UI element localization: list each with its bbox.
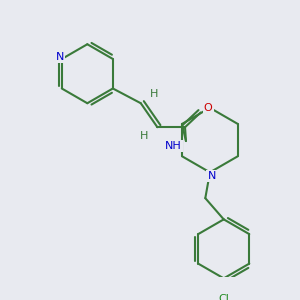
Text: N: N [208, 171, 216, 181]
Text: H: H [149, 89, 158, 99]
Text: NH: NH [165, 141, 182, 151]
Text: H: H [140, 131, 149, 141]
Text: Cl: Cl [218, 294, 229, 300]
Text: O: O [204, 103, 212, 113]
Text: N: N [56, 52, 64, 62]
